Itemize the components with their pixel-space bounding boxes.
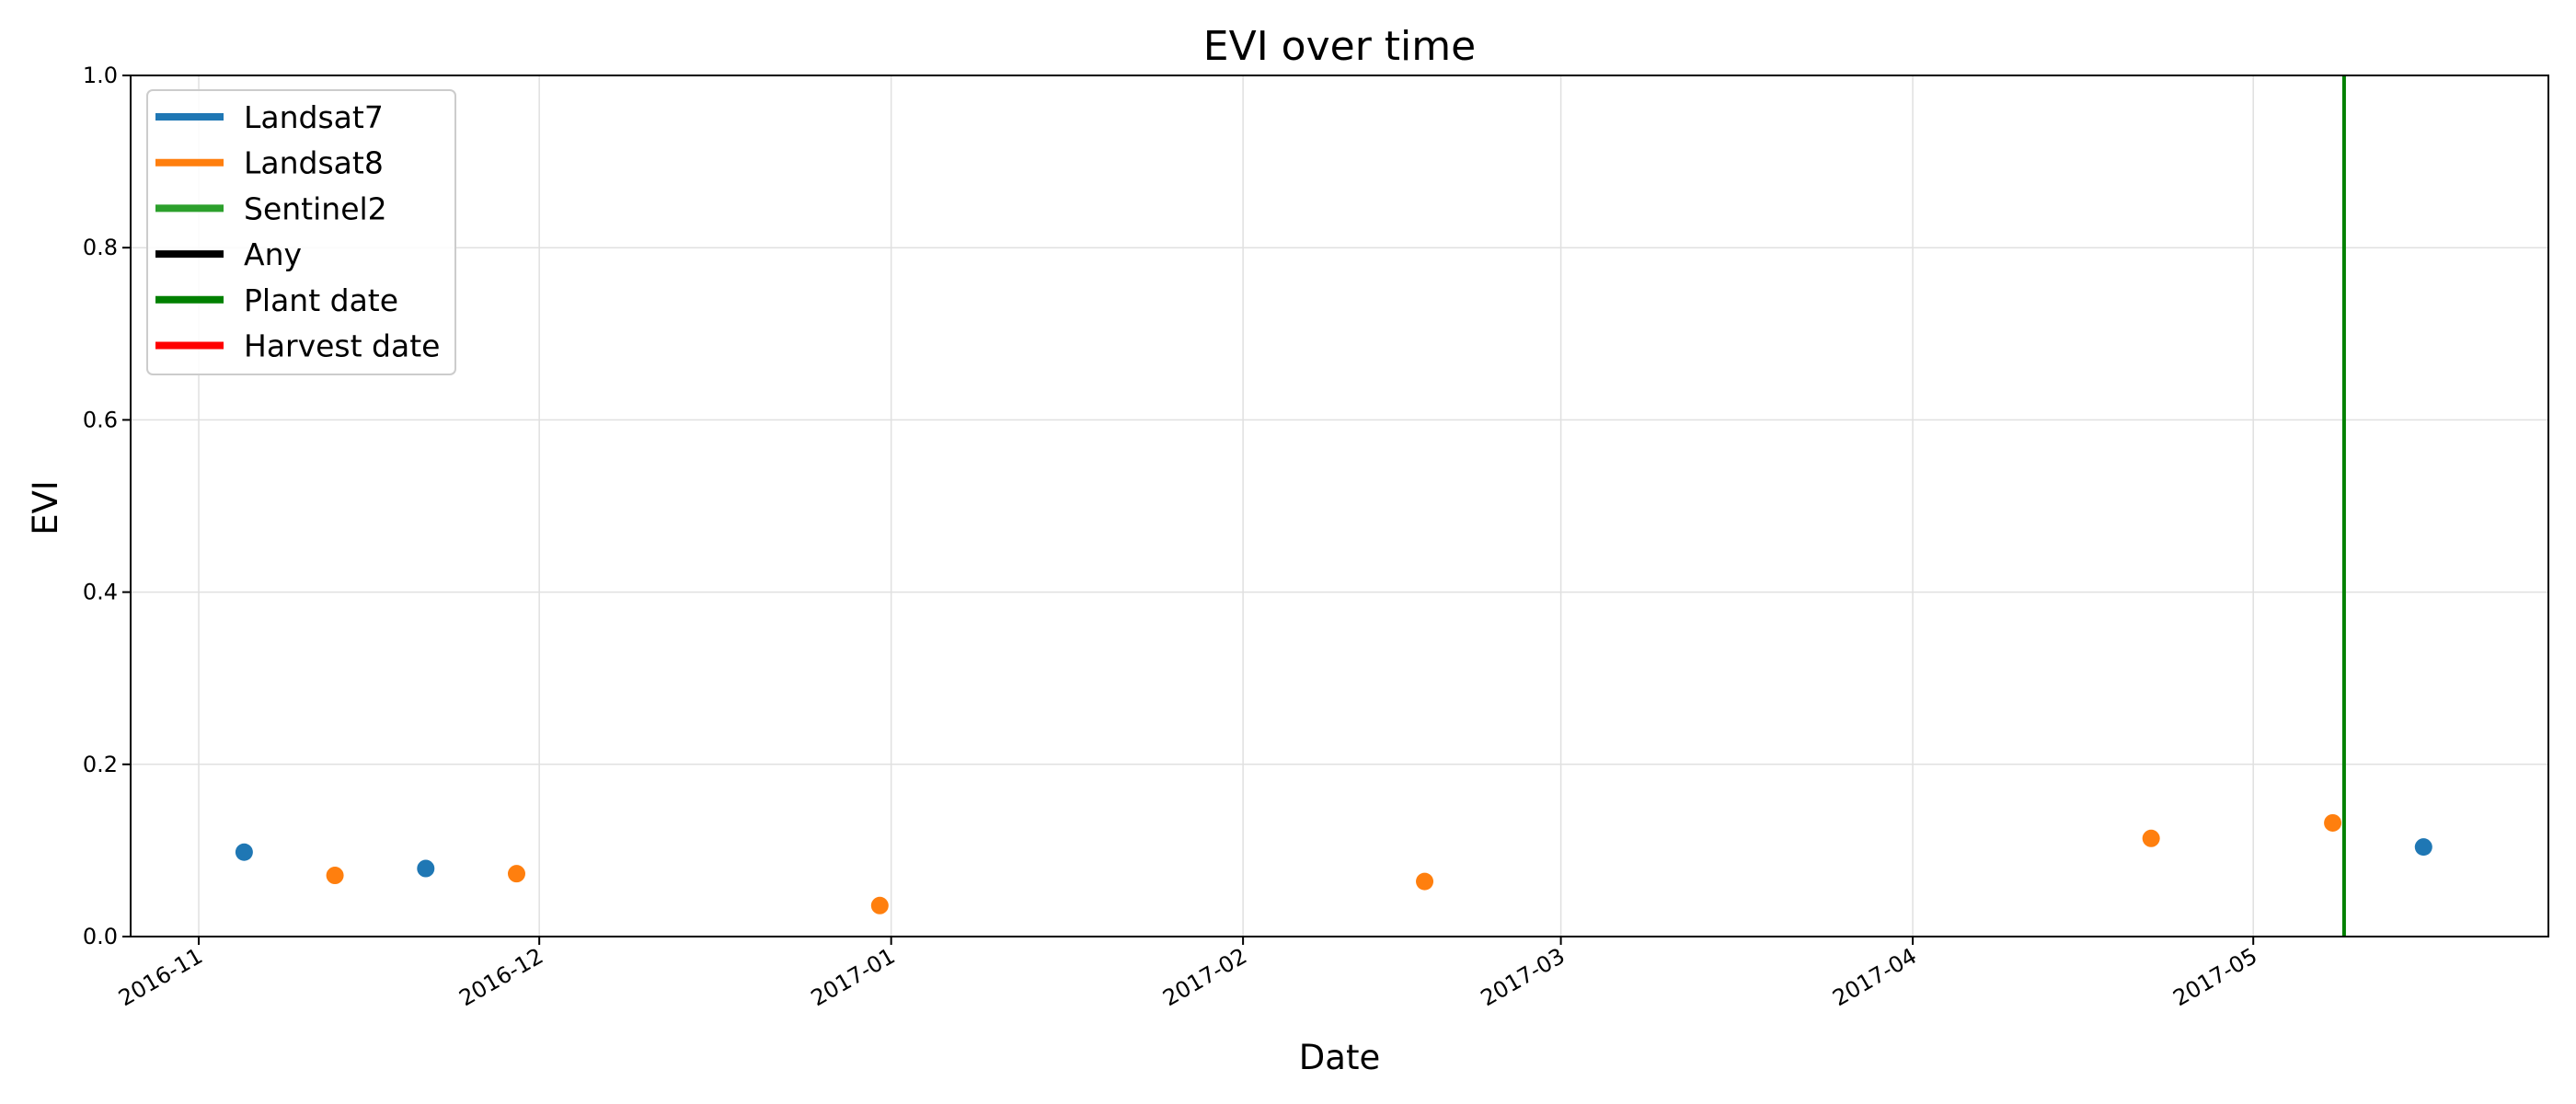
legend-label-sentinel2: Sentinel2 bbox=[244, 190, 387, 226]
landsat8-point bbox=[870, 896, 889, 914]
landsat8-point bbox=[1416, 872, 1434, 891]
x-axis-title: Date bbox=[1299, 1038, 1380, 1077]
landsat7-point bbox=[235, 843, 253, 861]
legend: Landsat7 Landsat8 Sentinel2 Any Plant date Ha… bbox=[146, 89, 456, 375]
y-tick-label: 1.0 bbox=[83, 63, 118, 88]
landsat8-point bbox=[2142, 829, 2160, 847]
y-tick-label: 0.2 bbox=[83, 752, 118, 777]
data-points bbox=[235, 813, 2432, 914]
y-tick-label: 0.0 bbox=[83, 924, 118, 949]
legend-label-landsat8: Landsat8 bbox=[244, 145, 384, 181]
y-tick-label: 0.4 bbox=[83, 580, 118, 605]
legend-label-any: Any bbox=[244, 236, 302, 272]
legend-label-plant-date: Plant date bbox=[244, 282, 398, 318]
legend-label-landsat7: Landsat7 bbox=[244, 99, 384, 135]
y-tick-label: 0.8 bbox=[83, 235, 118, 260]
landsat7-point bbox=[417, 859, 435, 878]
landsat8-point bbox=[2324, 813, 2342, 832]
legend-box bbox=[146, 89, 456, 375]
landsat8-point bbox=[326, 867, 344, 885]
y-axis-title: EVI bbox=[26, 480, 65, 535]
legend-label-harvest-date: Harvest date bbox=[244, 328, 440, 364]
y-tick-label: 0.6 bbox=[83, 407, 118, 432]
landsat8-point bbox=[507, 865, 525, 883]
chart-title: EVI over time bbox=[1203, 23, 1476, 70]
landsat7-point bbox=[2414, 838, 2432, 857]
plot-area-frame bbox=[130, 75, 2549, 937]
